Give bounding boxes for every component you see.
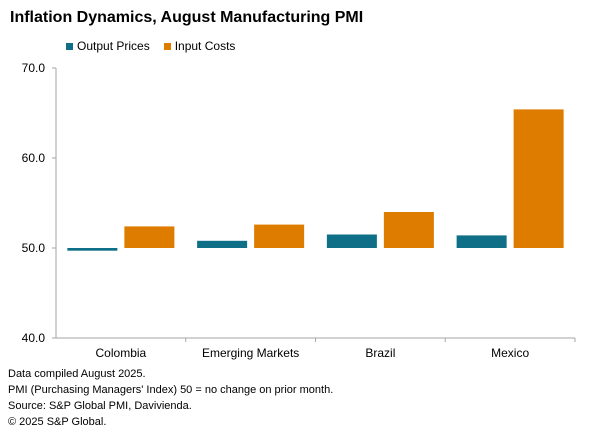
y-tick-label: 60.0 (22, 151, 46, 165)
legend-swatch-input-costs (163, 42, 171, 50)
bar-output-prices-mexico (456, 235, 507, 248)
x-category-label: Colombia (96, 346, 147, 360)
chart-title: Inflation Dynamics, August Manufacturing… (10, 9, 364, 26)
chart-legend: Output Prices Input Costs (66, 39, 249, 53)
legend-label-output-prices: Output Prices (77, 39, 150, 53)
legend-item-output-prices: Output Prices (66, 39, 150, 53)
bar-output-prices-brazil (326, 234, 377, 248)
bar-output-prices-colombia (67, 248, 118, 251)
legend-item-input-costs: Input Costs (163, 39, 236, 53)
x-category-label: Emerging Markets (202, 346, 299, 360)
legend-label-input-costs: Input Costs (174, 39, 236, 53)
bar-input-costs-brazil (383, 212, 434, 248)
y-tick-label: 70.0 (22, 61, 46, 75)
y-tick-label: 50.0 (22, 241, 46, 255)
footnote-copyright: © 2025 S&P Global. (8, 416, 107, 428)
footnote-pmi-definition: PMI (Purchasing Managers' Index) 50 = no… (8, 384, 334, 396)
legend-swatch-output-prices (66, 42, 73, 50)
bar-input-costs-colombia (124, 226, 175, 248)
y-tick-label: 40.0 (22, 331, 46, 345)
footnote-source: Source: S&P Global PMI, Davivienda. (8, 400, 192, 412)
x-category-label: Brazil (365, 346, 395, 360)
bar-input-costs-emerging-markets (254, 224, 305, 248)
x-category-label: Mexico (491, 346, 529, 360)
footnote-data-compiled: Data compiled August 2025. (8, 368, 146, 380)
footnotes: Data compiled August 2025. PMI (Purchasi… (8, 366, 333, 430)
bar-input-costs-mexico (513, 109, 564, 249)
bar-output-prices-emerging-markets (197, 240, 248, 248)
